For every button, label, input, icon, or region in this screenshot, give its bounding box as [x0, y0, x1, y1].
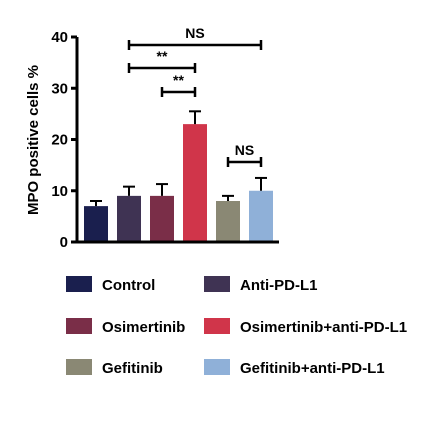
- legend-swatch-1: [204, 276, 230, 292]
- bar-2: [150, 195, 174, 242]
- legend-swatch-4: [66, 359, 92, 375]
- error-bars: [90, 110, 267, 207]
- bar-0: [84, 206, 108, 242]
- y-axis-label-group: MPO positive cells %: [25, 65, 42, 215]
- bars: [84, 124, 273, 242]
- legend-label-0: Control: [102, 277, 155, 294]
- bar-3: [183, 124, 207, 242]
- legend-swatch-2: [66, 318, 92, 334]
- y-ticks: 0 10 20 30 40: [51, 29, 77, 251]
- legend-swatch-3: [204, 318, 230, 334]
- significance-annotations: NS ** ** NS: [127, 25, 263, 167]
- bar-5: [249, 190, 273, 242]
- y-tick-label: 40: [51, 29, 68, 46]
- y-tick-label: 20: [51, 132, 68, 149]
- sig-label-0: NS: [185, 25, 204, 41]
- legend-label-5: Gefitinib+anti-PD-L1: [240, 360, 385, 377]
- legend: Control Anti-PD-L1 Osimertinib Osimertinib+…: [66, 276, 407, 377]
- sig-label-1: **: [157, 48, 168, 64]
- legend-label-2: Osimertinib: [102, 319, 185, 336]
- sig-label-2: **: [173, 72, 184, 88]
- legend-swatch-0: [66, 276, 92, 292]
- legend-swatch-5: [204, 359, 230, 375]
- y-tick-label: 0: [60, 234, 68, 251]
- legend-label-4: Gefitinib: [102, 360, 163, 377]
- y-axis-label: MPO positive cells %: [25, 65, 42, 215]
- bar-1: [117, 195, 141, 242]
- sig-label-3: NS: [235, 142, 254, 158]
- axes: [75, 37, 279, 244]
- bar-4: [216, 201, 240, 242]
- legend-label-1: Anti-PD-L1: [240, 277, 318, 294]
- y-tick-label: 30: [51, 80, 68, 97]
- legend-label-3: Osimertinib+anti-PD-L1: [240, 319, 407, 336]
- y-tick-label: 10: [51, 183, 68, 200]
